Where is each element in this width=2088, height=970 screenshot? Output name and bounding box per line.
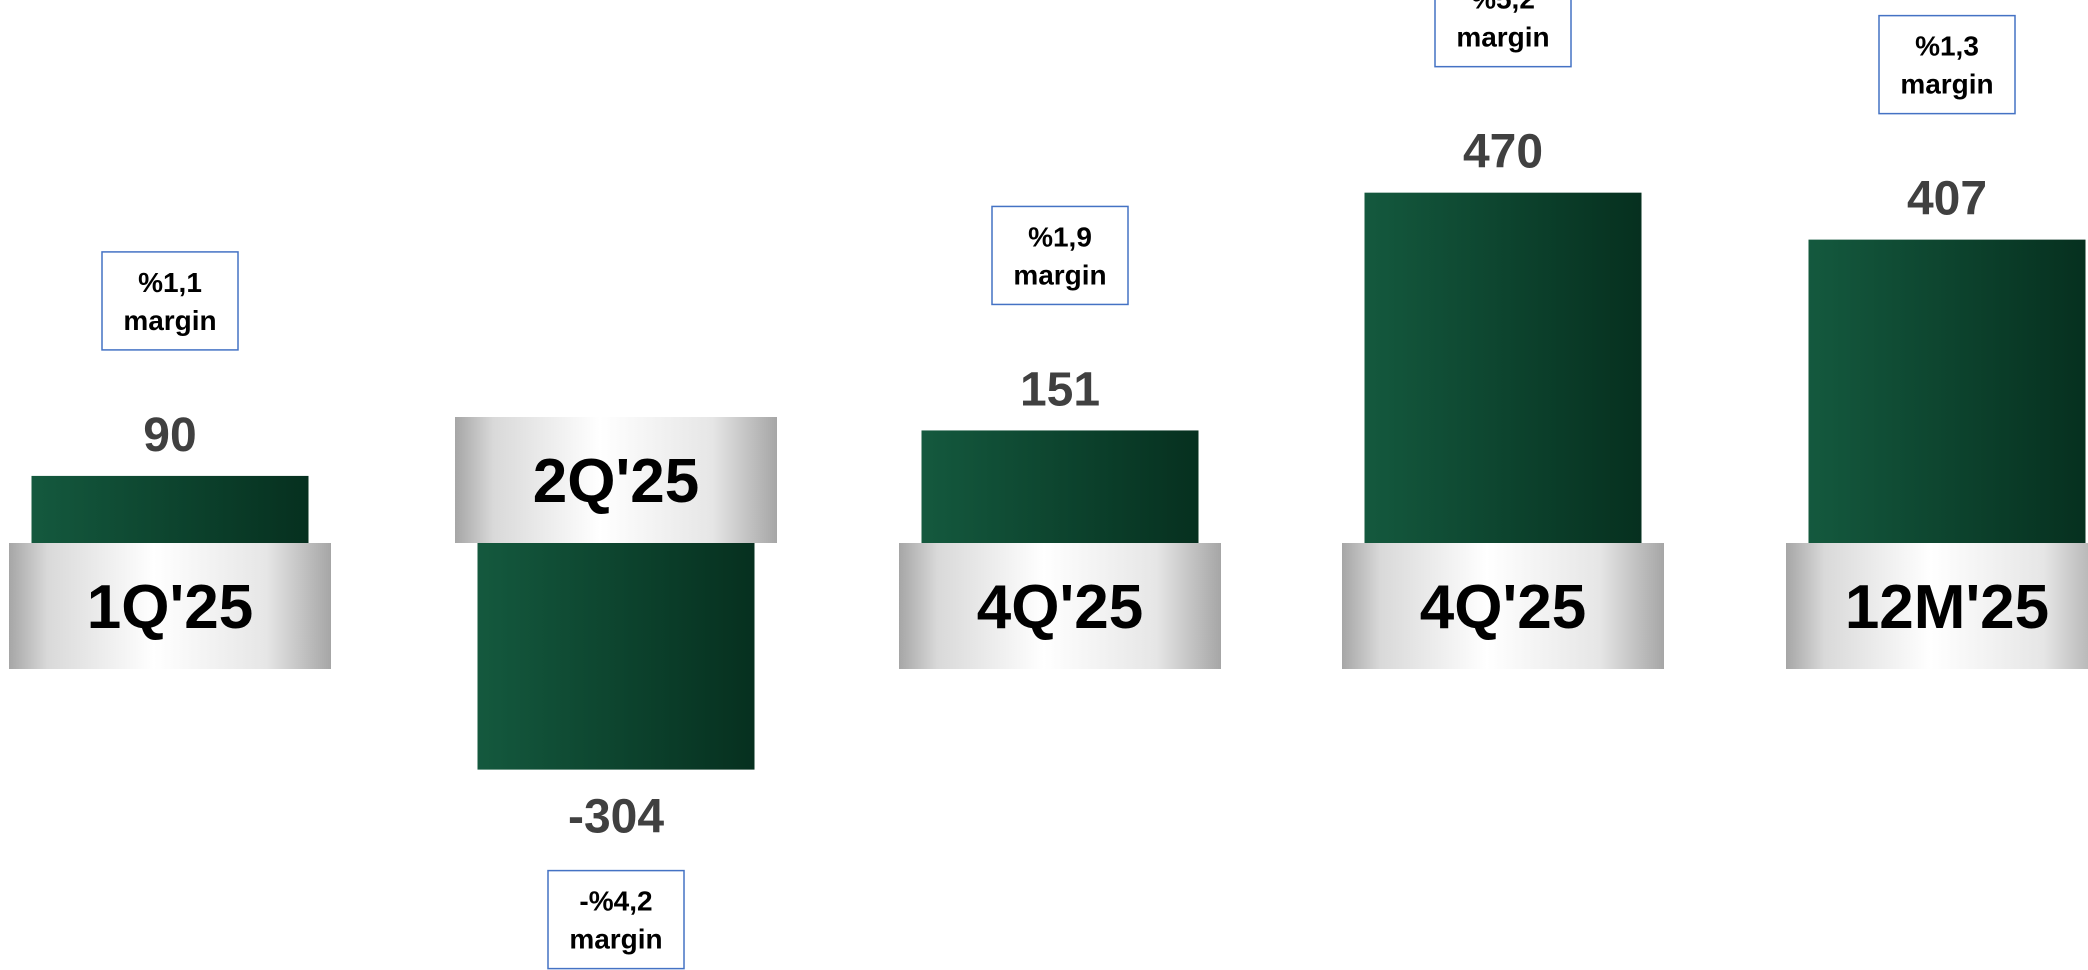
category-label: 1Q'25 (87, 573, 253, 642)
value-label: 407 (1907, 173, 1987, 226)
value-label: 90 (143, 409, 196, 462)
margin-value: %1,9 (1028, 221, 1092, 252)
margin-box (101, 251, 239, 351)
category-cap (455, 417, 777, 543)
bar-group: 4Q'25 151 %1,9 margin (899, 205, 1221, 669)
margin-box (991, 205, 1129, 306)
margin-value: %1,1 (138, 267, 202, 298)
category-cap (1342, 543, 1664, 669)
category-cap (899, 543, 1221, 669)
bar (31, 475, 309, 543)
category-cap (1786, 543, 2088, 669)
margin-label: margin (123, 305, 216, 336)
bar-group: 1Q'25 90 %1,1 margin (9, 251, 331, 669)
category-cap (9, 543, 331, 669)
margin-box (547, 869, 685, 970)
category-label: 4Q'25 (1420, 573, 1586, 642)
bar-group: 12M'25 407 %1,3 margin (1786, 14, 2088, 669)
bar-group: 4Q'25 470 %5,2 margin (1342, 0, 1664, 669)
bar (921, 430, 1199, 543)
value-label: 151 (1020, 363, 1100, 416)
margin-label: margin (1456, 22, 1549, 53)
value-label: 470 (1463, 126, 1543, 179)
category-label: 12M'25 (1845, 573, 2049, 642)
value-label: -304 (568, 791, 664, 844)
margin-value: %1,3 (1915, 31, 1979, 62)
chart-layer: 1Q'2590%1,1margin2Q'25-304-%4,2margin4Q'… (9, 0, 2088, 970)
bar (477, 543, 755, 770)
margin-value: -%4,2 (579, 886, 652, 917)
bar (1364, 192, 1642, 544)
margin-label: margin (1013, 259, 1106, 290)
category-label: 2Q'25 (533, 447, 699, 516)
margin-label: margin (569, 924, 662, 955)
margin-value: %5,2 (1471, 0, 1535, 15)
bar-group: 2Q'25 -304 -%4,2 margin (455, 417, 777, 970)
bar (1808, 239, 2086, 543)
margin-box (1434, 0, 1572, 68)
margin-label: margin (1900, 69, 1993, 100)
category-label: 4Q'25 (977, 573, 1143, 642)
margin-box (1878, 14, 2016, 115)
